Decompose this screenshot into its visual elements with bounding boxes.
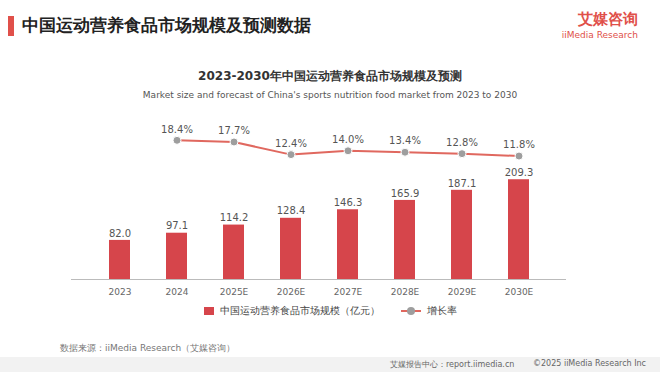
svg-text:11.8%: 11.8% [503, 139, 535, 150]
svg-text:187.1: 187.1 [448, 178, 477, 189]
html-text:2023-2030年中国运动营养食品市场规模及预测: 2023-2030年中国运动营养食品市场规模及预测 [198, 69, 462, 83]
svg-text:146.3: 146.3 [334, 197, 363, 208]
svg-text:14.0%: 14.0% [332, 134, 364, 145]
svg-text:2024: 2024 [166, 287, 189, 297]
svg-text:12.4%: 12.4% [275, 138, 307, 149]
svg-text:82.0: 82.0 [109, 228, 131, 239]
svg-text:209.3: 209.3 [505, 167, 534, 178]
html-text:Market size and forecast of Ch: Market size and forecast of China's spor… [142, 90, 518, 100]
svg-text:2028E: 2028E [391, 287, 420, 297]
svg-text:128.4: 128.4 [277, 205, 306, 216]
svg-text:2030E: 2030E [505, 287, 534, 297]
html-text:©2025 iiMedia Research Inc: ©2025 iiMedia Research Inc [533, 359, 646, 368]
svg-text:2029E: 2029E [448, 287, 477, 297]
svg-text:2026E: 2026E [277, 287, 306, 297]
svg-text:17.7%: 17.7% [218, 125, 250, 136]
svg-text:2023: 2023 [109, 287, 132, 297]
svg-text:18.4%: 18.4% [161, 124, 193, 135]
html-text:iiMedia Research: iiMedia Research [561, 30, 638, 40]
svg-text:12.8%: 12.8% [446, 137, 478, 148]
html-text:中国运动营养食品市场规模及预测数据: 中国运动营养食品市场规模及预测数据 [22, 15, 311, 35]
html-text:艾媒报告中心：report.iimedia.cn: 艾媒报告中心：report.iimedia.cn [390, 360, 515, 369]
svg-text:2027E: 2027E [334, 287, 363, 297]
html-text:增长率: 增长率 [427, 305, 457, 316]
svg-text:13.4%: 13.4% [389, 135, 421, 146]
svg-text:165.9: 165.9 [391, 188, 420, 199]
html-text:艾媒咨询: 艾媒咨询 [578, 10, 638, 28]
html-text:数据来源：iiMedia Research（艾媒咨询）: 数据来源：iiMedia Research（艾媒咨询） [60, 343, 236, 353]
svg-text:114.2: 114.2 [220, 212, 249, 223]
svg-text:97.1: 97.1 [166, 220, 188, 231]
svg-text:2025E: 2025E [220, 287, 249, 297]
html-text:中国运动营养食品市场规模（亿元）: 中国运动营养食品市场规模（亿元） [220, 305, 380, 316]
